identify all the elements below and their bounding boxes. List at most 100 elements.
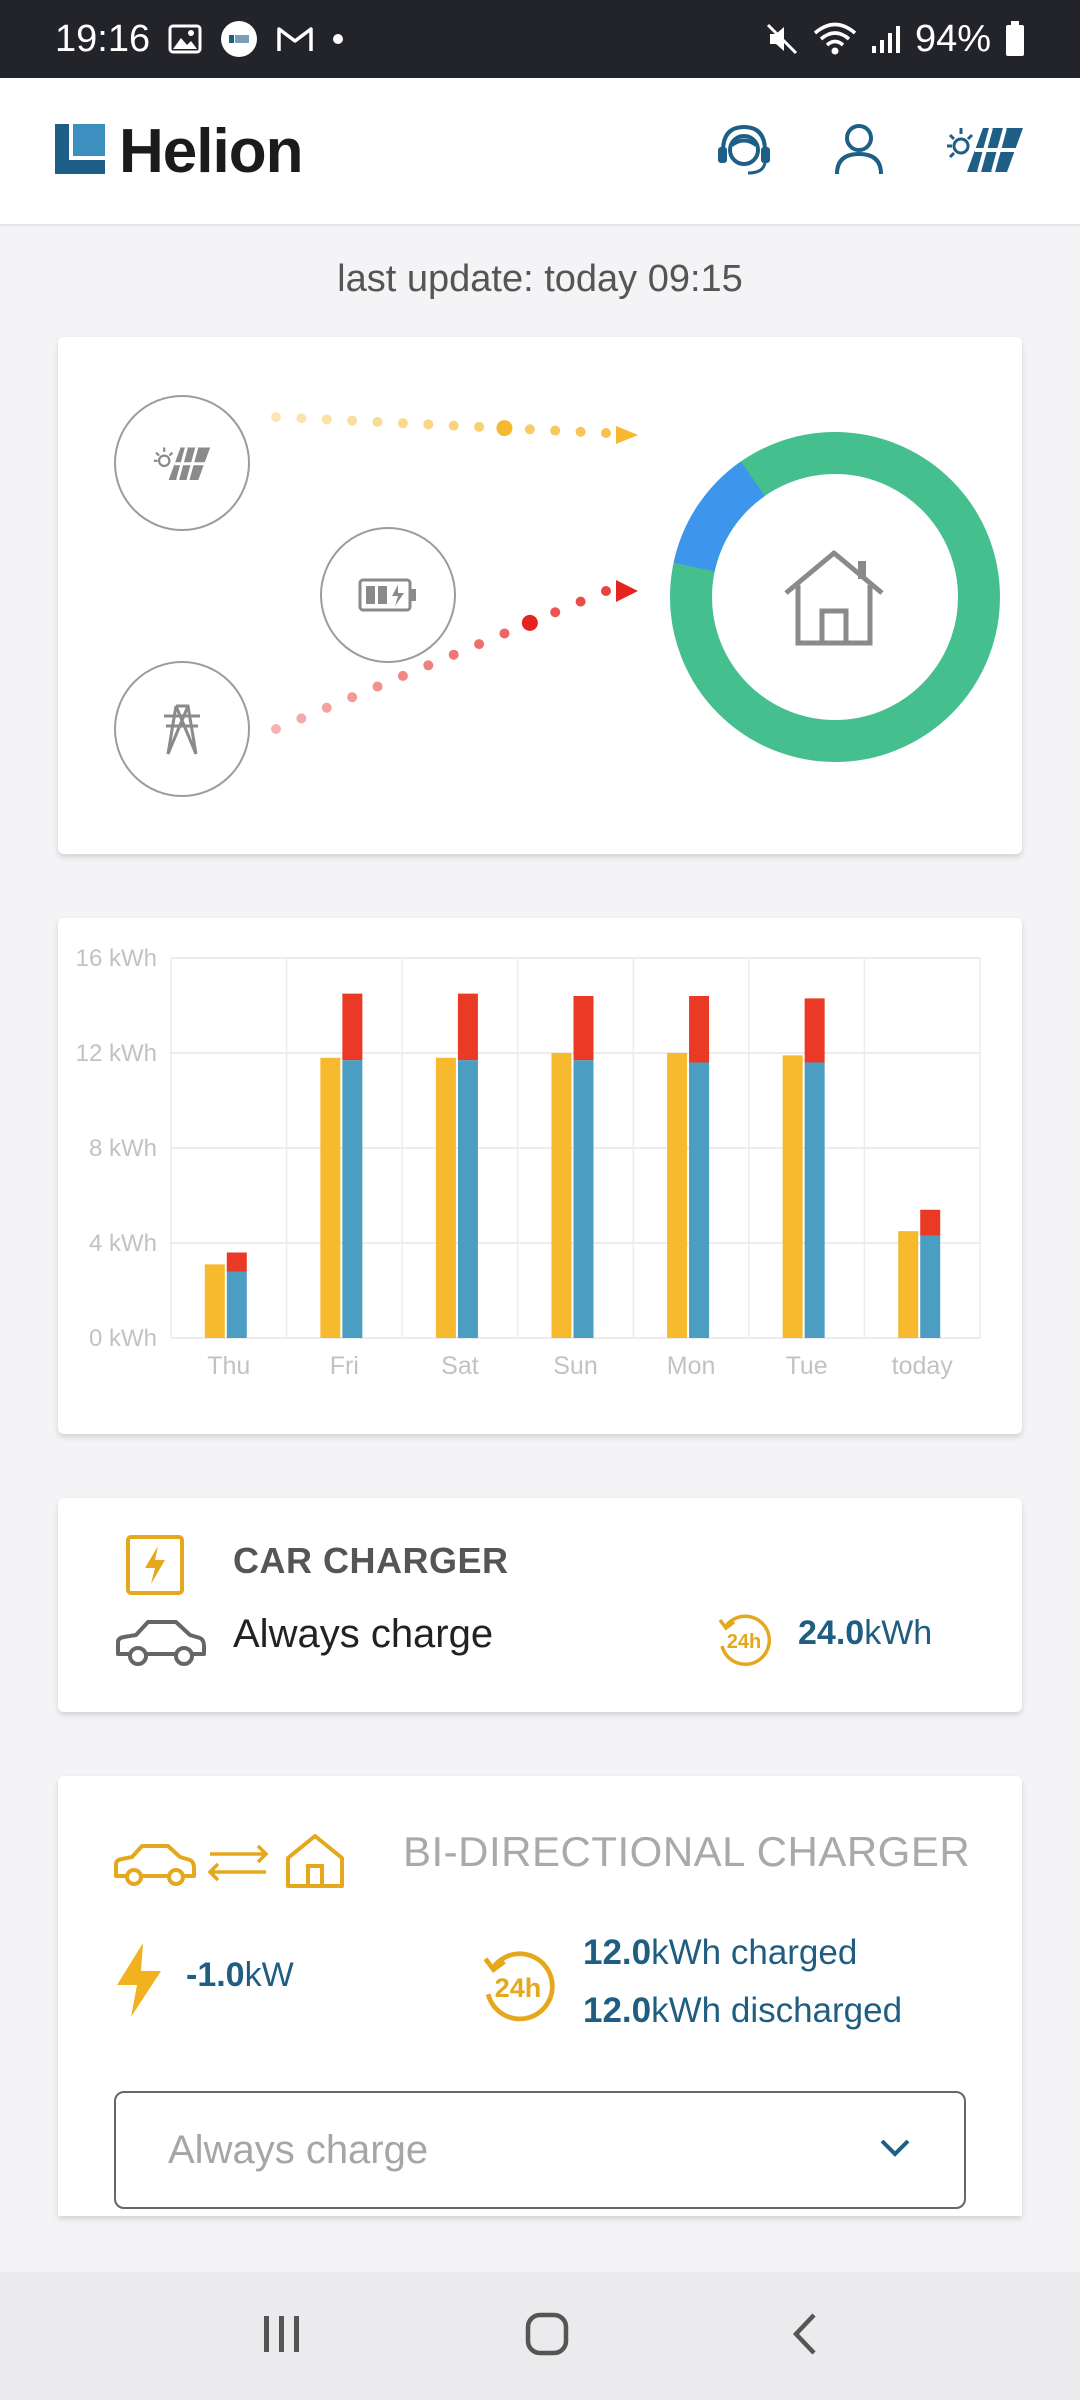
helion-logo-icon bbox=[55, 123, 105, 179]
x-tick-label: Thu bbox=[207, 1352, 250, 1380]
bar-Thu-solar bbox=[204, 1264, 225, 1338]
bar-Sun-solar bbox=[551, 1053, 572, 1338]
back-icon[interactable] bbox=[790, 2311, 820, 2362]
y-tick-label: 0 kWh bbox=[89, 1325, 157, 1352]
power-grid-tower-icon bbox=[164, 704, 200, 755]
app-header: Helion bbox=[0, 78, 1080, 226]
grid-flow-dot bbox=[499, 628, 510, 639]
grid-flow-dot bbox=[372, 681, 383, 692]
charging-bolt-box-icon bbox=[125, 1534, 185, 1601]
energy-chart-card: 0 kWh 4 kWh 8 kWh 12 kWh 16 kWh Thu Fri Sat Sun M… bbox=[58, 918, 1022, 1434]
grid-flow-dot bbox=[423, 660, 434, 671]
y-tick-label: 4 kWh bbox=[89, 1230, 157, 1257]
solar-flow-arrow bbox=[616, 426, 638, 444]
car-icon bbox=[112, 1616, 208, 1673]
car-home-exchange-icon bbox=[112, 1830, 352, 1895]
signal-icon bbox=[871, 24, 901, 54]
grid-flow-dot bbox=[397, 670, 408, 681]
energy-charged-line: 12.0kWh charged bbox=[583, 1933, 858, 1972]
grid-flow-dot bbox=[347, 692, 358, 703]
status-bar: 19:16 94% bbox=[0, 0, 1080, 78]
energy-discharged-line: 12.0kWh discharged bbox=[583, 1991, 903, 2030]
home-icon bbox=[780, 547, 888, 652]
bidirectional-energy-totals: 12.0kWh charged 12.0kWh discharged bbox=[583, 1924, 902, 2040]
bar-Sun-consumption bbox=[573, 1060, 594, 1338]
solar-flow-dot bbox=[601, 428, 611, 438]
gmail-icon bbox=[276, 24, 314, 54]
grid-flow-dot bbox=[448, 649, 459, 660]
bidirectional-charger-title: BI-DIRECTIONAL CHARGER bbox=[403, 1828, 971, 1875]
solar-flow-dots bbox=[271, 412, 611, 438]
solar-flow-dot bbox=[271, 412, 281, 422]
bar-Mon-consumption bbox=[689, 1062, 710, 1338]
bidirectional-power: -1.0kW bbox=[186, 1956, 294, 1994]
solar-flow-dot bbox=[474, 421, 485, 432]
y-tick-label: 16 kWh bbox=[76, 945, 157, 972]
mute-icon bbox=[765, 22, 799, 56]
bar-Sat-grid bbox=[457, 993, 478, 1061]
24h-clock-icon: 24h bbox=[480, 1948, 556, 2029]
bar-today-solar bbox=[898, 1231, 919, 1338]
more-notifications-dot-icon bbox=[332, 33, 344, 45]
x-tick-label: today bbox=[892, 1352, 954, 1380]
solar-flow-dot bbox=[347, 415, 358, 426]
car-charger-mode: Always charge bbox=[233, 1612, 494, 1656]
solar-flow-dot bbox=[423, 419, 434, 430]
chevron-down-icon bbox=[878, 2137, 912, 2164]
battery-icon bbox=[1005, 21, 1025, 57]
24h-clock-icon: 24h bbox=[716, 1612, 772, 1673]
svg-text:24h: 24h bbox=[727, 1631, 761, 1653]
x-tick-label: Tue bbox=[786, 1352, 828, 1380]
lightning-bolt-icon bbox=[113, 1941, 165, 2024]
bidirectional-charger-card: BI-DIRECTIONAL CHARGER -1.0kW 24h 12.0kW… bbox=[58, 1776, 1022, 2216]
bar-Thu-grid bbox=[226, 1252, 247, 1272]
bar-Tue-grid bbox=[804, 998, 825, 1063]
charge-mode-selected-value: Always charge bbox=[168, 2127, 429, 2172]
solar-flow-dot bbox=[321, 414, 332, 425]
grid-flow-dot bbox=[474, 639, 485, 650]
home-button-icon[interactable] bbox=[524, 2311, 570, 2362]
solar-flow-dot bbox=[496, 420, 513, 437]
solar-panel-icon bbox=[153, 447, 211, 481]
user-profile-icon[interactable] bbox=[833, 122, 885, 181]
helion-logo[interactable]: Helion bbox=[55, 116, 303, 187]
recent-apps-icon[interactable] bbox=[260, 2314, 304, 2359]
battery-percent: 94% bbox=[914, 17, 991, 60]
grid-flow-dot bbox=[521, 614, 538, 631]
car-charger-title: CAR CHARGER bbox=[233, 1540, 509, 1581]
charge-mode-select[interactable]: Always charge bbox=[114, 2091, 966, 2209]
bar-Tue-solar bbox=[782, 1055, 803, 1338]
grid-flow-dot bbox=[550, 607, 561, 618]
bar-Sat-consumption bbox=[457, 1060, 478, 1338]
battery-node[interactable] bbox=[320, 527, 456, 663]
solar-flow-dot bbox=[296, 413, 307, 424]
bar-today-consumption bbox=[920, 1235, 941, 1338]
energy-flow-card bbox=[58, 337, 1022, 854]
bar-Tue-consumption bbox=[804, 1062, 825, 1338]
bar-Sat-solar bbox=[435, 1057, 456, 1338]
x-tick-label: Sat bbox=[441, 1352, 479, 1380]
x-tick-label: Mon bbox=[667, 1352, 716, 1380]
solar-panel-icon[interactable] bbox=[945, 122, 1025, 181]
solar-flow-dot bbox=[575, 426, 586, 437]
grid-node[interactable] bbox=[114, 661, 250, 797]
bar-Thu-consumption bbox=[226, 1271, 247, 1338]
last-update-text: last update: today 09:15 bbox=[337, 258, 743, 300]
grid-flow-dot bbox=[321, 702, 332, 713]
svg-text:24h: 24h bbox=[495, 1972, 542, 2003]
solar-node[interactable] bbox=[114, 395, 250, 531]
wifi-icon bbox=[813, 22, 857, 56]
support-headset-icon[interactable] bbox=[715, 121, 773, 182]
grid-flow-dot bbox=[271, 724, 281, 734]
grid-flow-dot bbox=[601, 586, 611, 596]
grid-flow-dot bbox=[575, 596, 586, 607]
y-tick-label: 12 kWh bbox=[76, 1040, 157, 1067]
car-charger-card[interactable]: CAR CHARGER Always charge 24h 24.0kWh bbox=[58, 1498, 1022, 1712]
system-navigation-bar bbox=[0, 2272, 1080, 2400]
solar-flow-dot bbox=[448, 420, 459, 431]
logo-text: Helion bbox=[119, 116, 303, 186]
gallery-icon bbox=[168, 24, 202, 54]
y-tick-label: 8 kWh bbox=[89, 1135, 157, 1162]
helion-notification-icon bbox=[220, 20, 258, 58]
battery-storage-icon bbox=[358, 578, 416, 612]
